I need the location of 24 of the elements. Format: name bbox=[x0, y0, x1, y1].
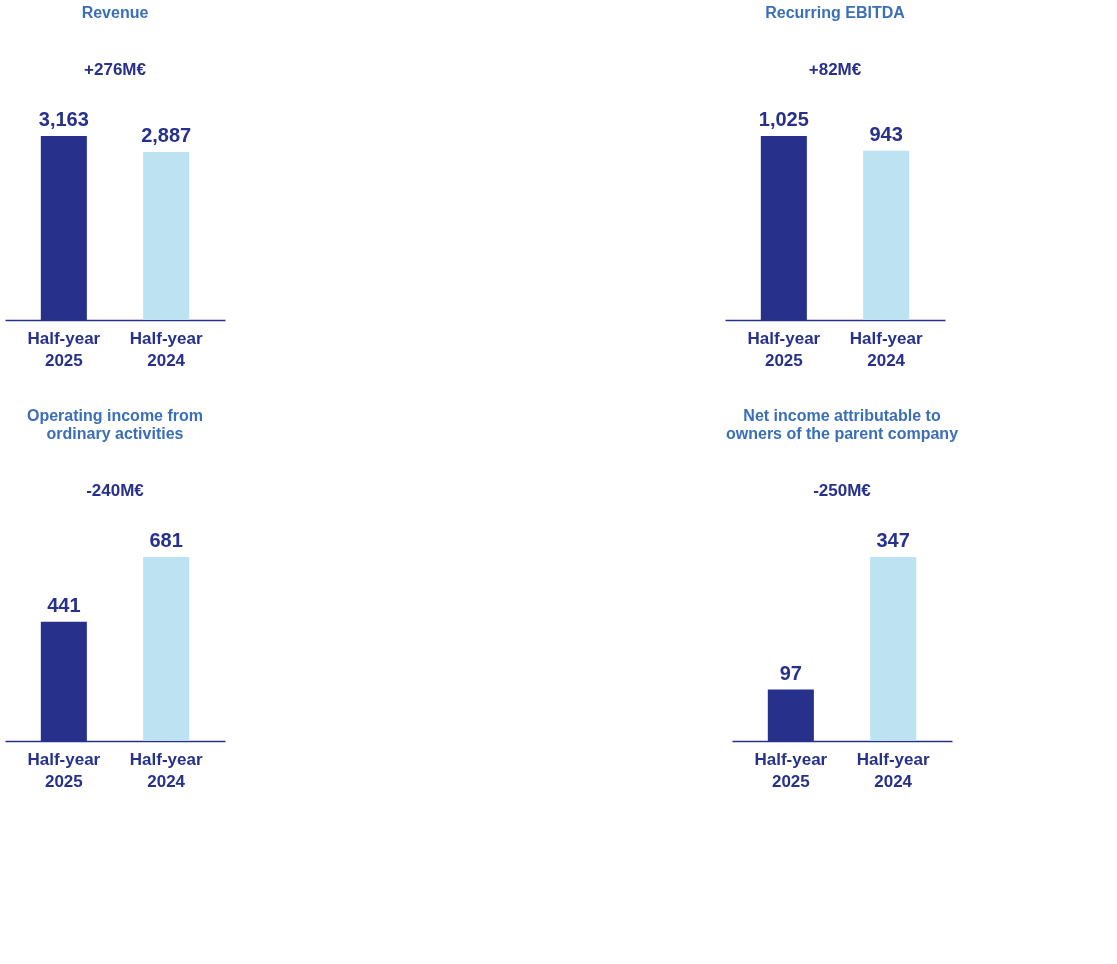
text: -250M€ bbox=[813, 481, 872, 500]
x-tick-label: Half-year 2025 bbox=[27, 749, 101, 791]
chart-title: Net income attributable to owners of the parent company bbox=[725, 407, 959, 442]
data-label: 681 bbox=[149, 529, 183, 551]
chart-title: Recurring EBITDA bbox=[765, 4, 906, 21]
x-tick-label: Half-year 2024 bbox=[849, 328, 923, 370]
data-label: 943 bbox=[869, 122, 903, 145]
data-label: 97 bbox=[779, 661, 802, 684]
text: -240M€ bbox=[86, 481, 145, 500]
x-tick-label: Half-year 2025 bbox=[754, 749, 828, 791]
x-tick-label: Half-year 2024 bbox=[856, 749, 930, 791]
chart-title: Revenue bbox=[81, 4, 149, 21]
chart-title: Operating income from ordinary activities bbox=[26, 407, 204, 442]
data-label: 1,025 bbox=[758, 108, 809, 130]
data-label: 347 bbox=[876, 529, 910, 551]
x-tick-label: Half-year 2024 bbox=[129, 328, 203, 370]
x-tick-label: Half-year 2025 bbox=[27, 328, 101, 370]
data-label: 3,163 bbox=[38, 108, 89, 130]
text: +82M€ bbox=[808, 60, 862, 79]
x-tick-label: Half-year 2024 bbox=[129, 749, 203, 791]
data-label: 2,887 bbox=[141, 124, 192, 147]
text: +276M€ bbox=[84, 60, 147, 79]
x-tick-label: Half-year 2025 bbox=[747, 328, 821, 370]
data-label: 441 bbox=[47, 593, 81, 616]
